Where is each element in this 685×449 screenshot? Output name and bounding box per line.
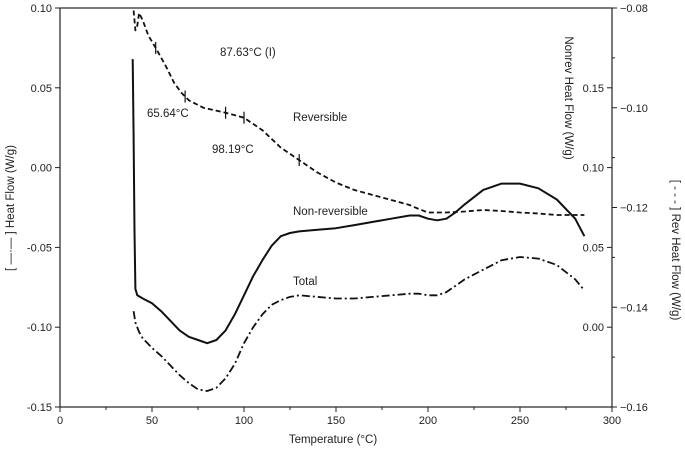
left-axis-title: [ —·— ] Heat Flow (W/g) (5, 145, 17, 271)
x-tick-label: 0 (57, 415, 63, 427)
nonrev-tick-label: 0.10 (583, 163, 604, 175)
series-total (132, 256, 586, 392)
annotation-87-63: 87.63°C (I) (220, 47, 276, 59)
rev-tick-label: −0.08 (620, 3, 648, 15)
left-tick-label: 0.00 (31, 163, 52, 175)
left-tick-label: -0.10 (27, 322, 52, 334)
rev-tick-label: −0.12 (620, 203, 648, 215)
rev-tick-label: −0.16 (620, 402, 648, 414)
x-axis-title: Temperature (°C) (289, 434, 377, 446)
rev-tick-label: −0.10 (620, 103, 648, 115)
x-tick-label: 250 (511, 415, 529, 427)
annotation-65-64: 65.64°C (147, 108, 189, 120)
label-total: Total (293, 276, 317, 288)
x-tick-label: 300 (603, 415, 621, 427)
series-group (131, 10, 586, 392)
x-tick-label: 150 (327, 415, 345, 427)
x-tick-label: 50 (146, 415, 158, 427)
series-non-reversible (131, 59, 586, 345)
right-axis-title-nonrev: Nonrev Heat Flow (W/g) (562, 36, 574, 160)
label-non-reversible: Non-reversible (293, 206, 368, 218)
rev-tick-label: −0.14 (620, 302, 648, 314)
left-tick-label: 0.10 (31, 3, 52, 15)
left-tick-label: -0.15 (27, 402, 52, 414)
nonrev-tick-label: 0.05 (583, 242, 604, 254)
annotation-98-19: 98.19°C (212, 144, 254, 156)
nonrev-tick-label: 0.15 (583, 83, 604, 95)
x-tick-label: 100 (235, 415, 253, 427)
left-tick-label: -0.05 (27, 242, 52, 254)
axes: 0 50 100 150 200 250 300 0.10 0.05 0.00 -0.05 -0.10… (27, 3, 648, 427)
label-reversible: Reversible (293, 112, 347, 124)
x-tick-label: 200 (419, 415, 437, 427)
right-axis-title-rev: [ - - - ] Rev Heat Flow (W/g) (669, 180, 681, 321)
nonrev-tick-label: 0.00 (583, 322, 604, 334)
left-tick-label: 0.05 (31, 83, 52, 95)
